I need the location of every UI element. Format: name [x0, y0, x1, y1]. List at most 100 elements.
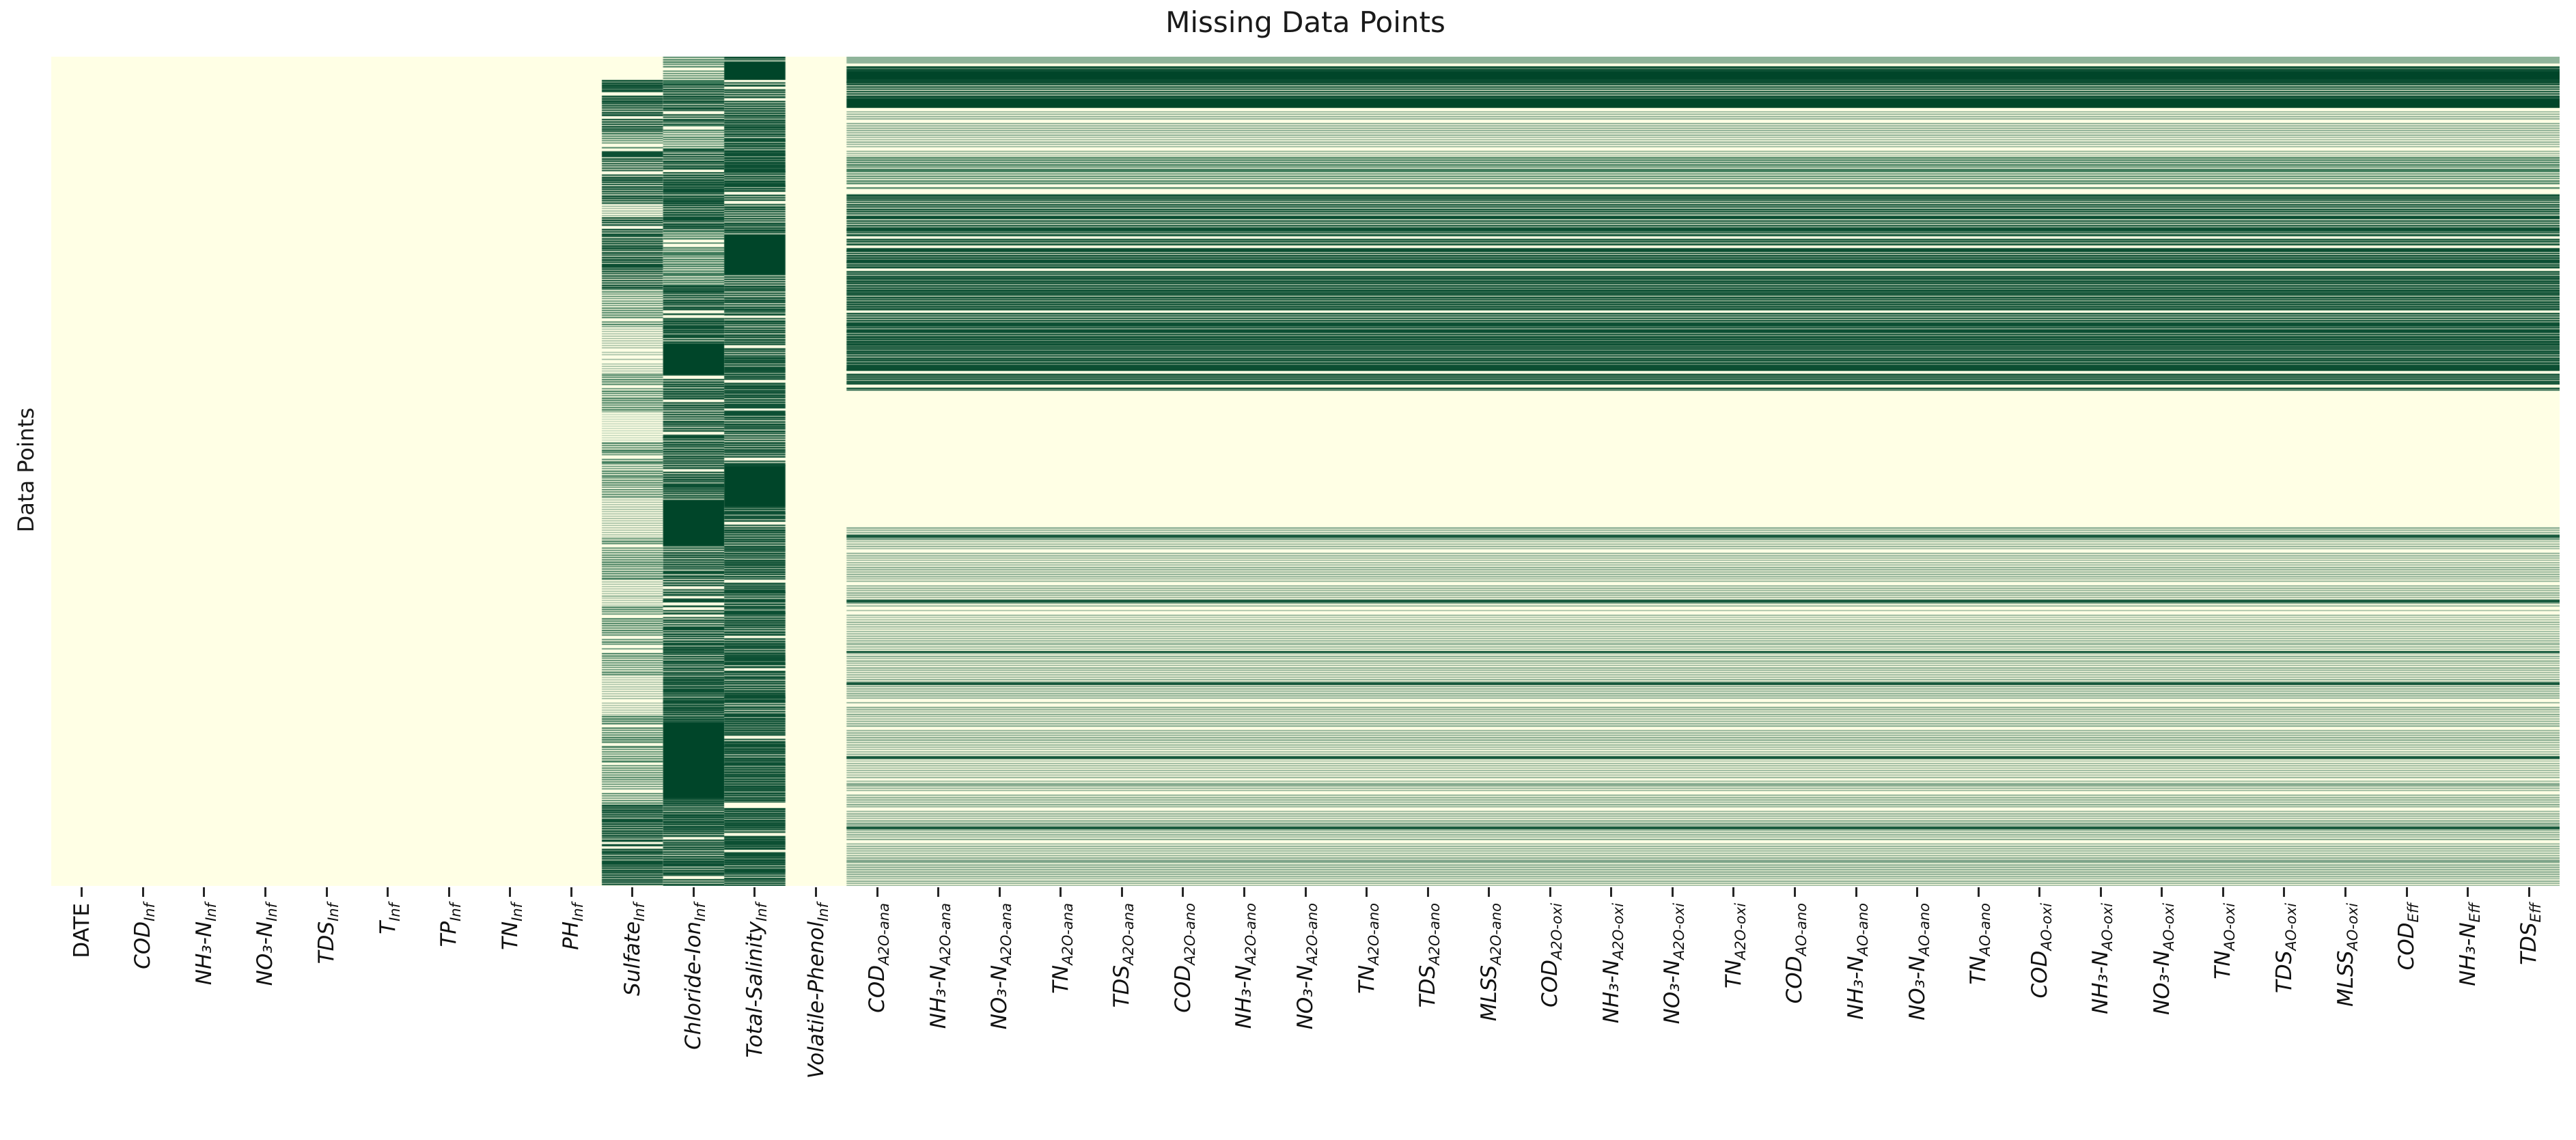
- x-tick: [1732, 887, 1735, 897]
- x-tick-label: TPInf: [437, 903, 465, 947]
- x-tick-label-base: TDS: [1415, 964, 1441, 1008]
- x-tick-label-base: TN: [1966, 956, 1991, 985]
- x-tick-label-base: COD: [865, 964, 890, 1013]
- x-tick-label-base: NH₃-N: [2088, 950, 2114, 1014]
- x-tick-label-base: NO₃-N: [1293, 964, 1318, 1030]
- x-tick-label-subscript: A2O-ano: [1487, 903, 1504, 965]
- x-tick-label-subscript: Inf: [264, 903, 281, 921]
- x-tick-label: TInf: [375, 903, 403, 934]
- x-tick-label-subscript: Inf: [814, 903, 831, 921]
- x-tick: [1671, 887, 1674, 897]
- x-tick: [2405, 887, 2408, 897]
- x-tick: [998, 887, 1001, 897]
- heatmap-canvas: [51, 57, 2560, 886]
- x-tick-label-subscript: A2O-ano: [1304, 903, 1321, 965]
- x-tick-label-subscript: AO-oxi: [2221, 903, 2239, 951]
- x-tick-label-base: NO₃-N: [1905, 956, 1930, 1020]
- x-tick: [2099, 887, 2102, 897]
- x-tick-label: CODInf: [130, 903, 158, 969]
- x-tick-label: TDSA2O-ano: [1415, 903, 1443, 1008]
- x-tick-label-base: COD: [1782, 956, 1808, 1004]
- x-tick-label: NO₃-NAO-ano: [1905, 903, 1933, 1020]
- x-tick: [1060, 887, 1062, 897]
- x-tick-label-base: NH₃-N: [1844, 956, 1869, 1020]
- x-tick-label: NH₃-NA2O-ano: [1232, 903, 1259, 1029]
- x-tick-label: CODA2O-ana: [865, 903, 892, 1013]
- x-tick-label-base: NO₃-N: [987, 964, 1012, 1030]
- x-tick-label-base: TN: [2211, 950, 2236, 979]
- x-tick: [2344, 887, 2347, 897]
- x-tick-label-base: NO₃-N: [1660, 959, 1685, 1025]
- x-tick-label-subscript: A2O-ana: [998, 903, 1015, 965]
- x-tick: [937, 887, 940, 897]
- chart-title: Missing Data Points: [1165, 5, 1445, 39]
- x-tick-label-subscript: A2O-oxi: [1549, 903, 1566, 960]
- x-tick-label-base: Volatile-Phenol: [803, 921, 829, 1079]
- x-tick: [1793, 887, 1796, 897]
- x-tick: [1120, 887, 1123, 897]
- x-tick: [387, 887, 389, 897]
- x-tick-label-subscript: AO-ano: [1855, 903, 1872, 956]
- x-tick: [1977, 887, 1980, 897]
- x-tick-label: PHInf: [559, 903, 586, 950]
- x-tick: [692, 887, 695, 897]
- x-tick-label: NH₃-NA2O-ana: [926, 903, 954, 1029]
- x-tick-label: TNInf: [497, 903, 525, 951]
- x-tick-label: Total-SalinityInf: [742, 903, 770, 1058]
- x-tick-label-subscript: Inf: [508, 903, 525, 921]
- x-tick-label: NH₃-NAO-oxi: [2088, 903, 2116, 1014]
- x-tick-label-base: Total-Salinity: [742, 921, 767, 1058]
- x-tick-label: TDSA2O-ana: [1109, 903, 1137, 1008]
- x-tick: [264, 887, 266, 897]
- x-tick-label: MLSSAO-oxi: [2333, 903, 2361, 1007]
- x-tick: [2161, 887, 2163, 897]
- x-tick-label-subscript: Eff: [2527, 903, 2545, 923]
- x-tick-label-base: NH₃-N: [191, 921, 217, 986]
- x-tick-label-base: COD: [2027, 950, 2052, 999]
- x-tick-label-base: COD: [130, 921, 156, 969]
- x-tick-label-base: NH₃-N: [1598, 959, 1624, 1024]
- x-tick: [509, 887, 512, 897]
- x-tick-label-subscript: A2O-ano: [1182, 903, 1199, 965]
- x-tick: [753, 887, 756, 897]
- x-tick-label: TNA2O-ana: [1049, 903, 1076, 994]
- x-tick-label-subscript: A2O-ano: [1426, 903, 1443, 965]
- x-tick: [1426, 887, 1429, 897]
- x-tick-label: NH₃-NEff: [2455, 903, 2483, 986]
- x-tick-label: TNA2O-ano: [1355, 903, 1382, 994]
- x-tick-label-base: TN: [497, 921, 523, 951]
- x-tick-label-subscript: Inf: [203, 903, 220, 921]
- x-tick-label-base: NH₃-N: [2455, 922, 2480, 986]
- x-tick-label-base: TDS: [2271, 950, 2297, 994]
- x-tick-label-subscript: AO-oxi: [2099, 903, 2116, 951]
- x-tick-label: CODAO-oxi: [2027, 903, 2055, 999]
- x-tick-label: CODEff: [2394, 903, 2422, 970]
- x-tick-label-base: NO₃-N: [2149, 950, 2174, 1015]
- x-tick-label-subscript: A2O-ana: [937, 903, 954, 965]
- x-tick-label-subscript: Inf: [325, 903, 342, 921]
- x-tick-label-base: MLSS: [2333, 950, 2358, 1007]
- x-tick-label-subscript: Inf: [447, 903, 465, 921]
- x-tick-label: NH₃-NA2O-oxi: [1598, 903, 1626, 1024]
- x-tick: [203, 887, 206, 897]
- y-axis-label: Data Points: [13, 407, 39, 533]
- x-tick-label-subscript: A2O-oxi: [1609, 903, 1626, 960]
- x-tick: [1304, 887, 1307, 897]
- x-tick-label-base: Sulfate: [620, 921, 645, 996]
- x-tick-label: NO₃-NA2O-oxi: [1660, 903, 1687, 1025]
- x-tick: [1549, 887, 1551, 897]
- plot-area: [51, 57, 2560, 886]
- x-tick-label: TDSEff: [2517, 903, 2545, 965]
- x-tick-label: NO₃-NA2O-ana: [987, 903, 1015, 1030]
- x-tick-label: CODAO-ano: [1782, 903, 1810, 1004]
- x-tick-label: DATE: [70, 903, 94, 958]
- x-tick: [570, 887, 572, 897]
- x-tick-label: Chloride-IonInf: [681, 903, 708, 1050]
- x-tick-label-base: PH: [559, 921, 584, 950]
- x-tick-label-base: T: [375, 921, 400, 934]
- x-tick-label-base: TDS: [1109, 964, 1135, 1008]
- x-tick: [1488, 887, 1491, 897]
- x-tick-label: TNA2O-oxi: [1721, 903, 1749, 988]
- x-tick-label-base: NH₃-N: [1232, 964, 1257, 1029]
- x-tick-label: TDSInf: [314, 903, 342, 964]
